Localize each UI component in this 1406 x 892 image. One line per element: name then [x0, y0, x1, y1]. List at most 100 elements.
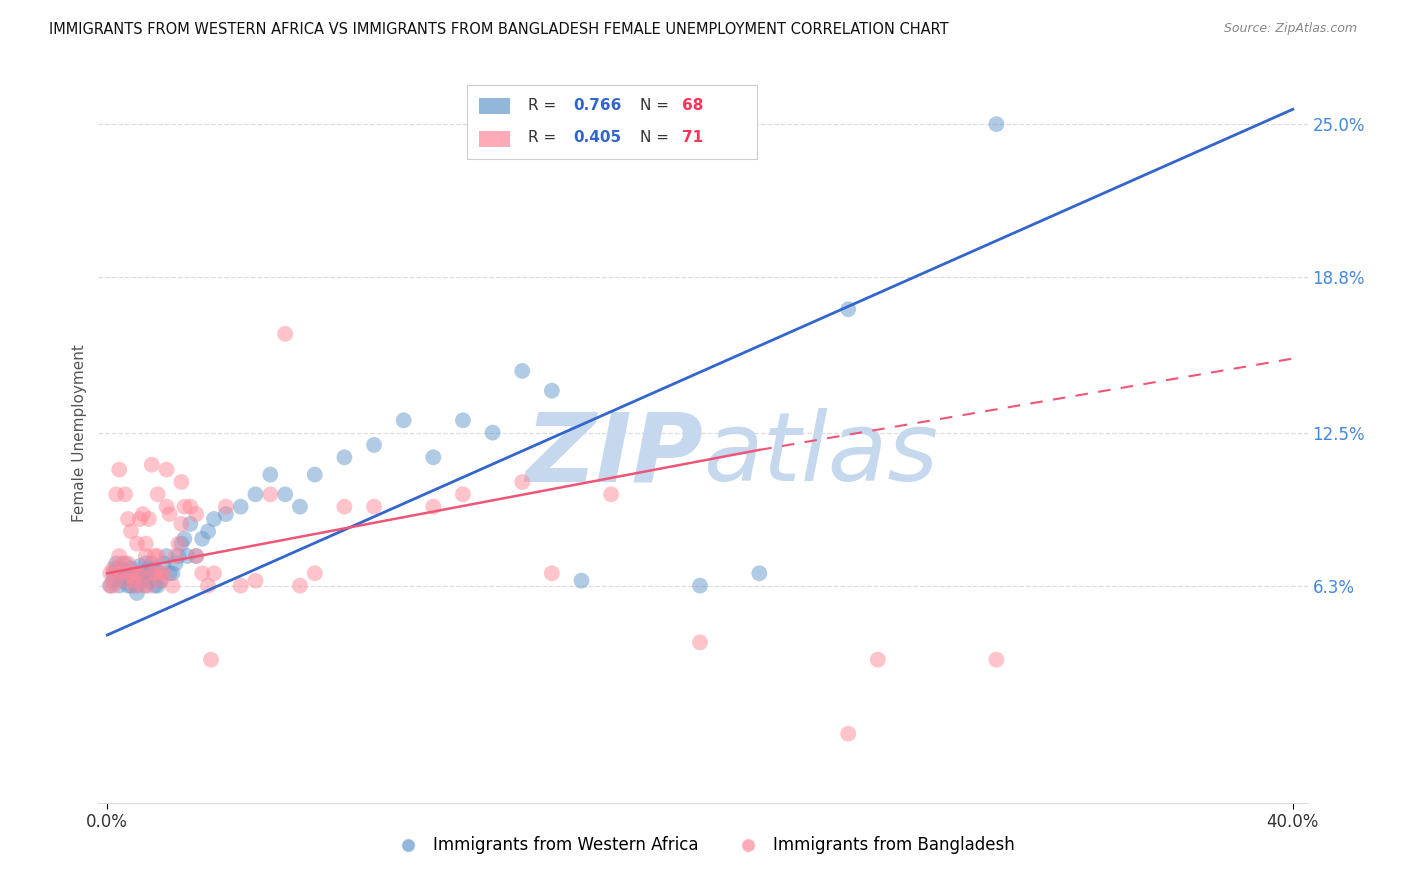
Point [117, 512, 139, 526]
Point [122, 574, 145, 588]
Point [191, 566, 214, 581]
Point [103, 566, 125, 581]
Point [304, 467, 326, 482]
Point [259, 487, 281, 501]
Point [155, 549, 177, 563]
Point [120, 579, 142, 593]
Point [215, 500, 238, 514]
Point [162, 579, 184, 593]
Point [105, 557, 128, 571]
FancyBboxPatch shape [467, 85, 758, 159]
Point [141, 458, 163, 472]
FancyBboxPatch shape [479, 98, 509, 114]
Point [103, 574, 125, 588]
Point [571, 574, 593, 588]
Point [259, 467, 281, 482]
Point [451, 487, 474, 501]
Point [129, 566, 152, 581]
Point [108, 579, 131, 593]
Point [392, 413, 415, 427]
Point [120, 524, 142, 539]
Point [122, 579, 145, 593]
Point [114, 566, 136, 581]
Text: 71: 71 [682, 130, 703, 145]
Point [159, 507, 181, 521]
Point [155, 500, 177, 514]
Point [132, 574, 155, 588]
Point [451, 413, 474, 427]
Point [129, 566, 152, 581]
Point [125, 536, 148, 550]
Point [111, 574, 134, 588]
Point [146, 549, 169, 563]
Point [274, 487, 297, 501]
Point [748, 566, 770, 581]
Point [146, 566, 169, 581]
Point [689, 579, 711, 593]
Point [111, 557, 134, 571]
Point [149, 574, 172, 588]
Point [229, 579, 252, 593]
Point [132, 579, 155, 593]
Point [117, 579, 139, 593]
Point [159, 566, 181, 581]
Point [167, 549, 190, 563]
Point [117, 557, 139, 571]
Point [186, 549, 208, 563]
Point [103, 579, 125, 593]
Point [170, 536, 193, 550]
Point [422, 450, 444, 465]
Point [155, 462, 177, 476]
Point [422, 500, 444, 514]
Point [135, 557, 157, 571]
Point [986, 653, 1008, 667]
Text: ZIP: ZIP [524, 409, 703, 501]
Point [837, 302, 859, 317]
Point [141, 557, 163, 571]
Point [125, 579, 148, 593]
Point [138, 574, 160, 588]
Text: 0.766: 0.766 [574, 98, 621, 113]
Point [103, 561, 125, 575]
Point [179, 516, 201, 531]
Point [105, 487, 128, 501]
Point [98, 579, 121, 593]
Point [120, 566, 142, 581]
Point [125, 566, 148, 581]
Point [866, 653, 889, 667]
Point [114, 487, 136, 501]
Point [197, 524, 219, 539]
Point [363, 500, 385, 514]
Point [117, 566, 139, 581]
Point [274, 326, 297, 341]
Point [132, 566, 155, 581]
Point [170, 475, 193, 489]
Point [108, 549, 131, 563]
Point [120, 561, 142, 575]
Text: N =: N = [640, 130, 673, 145]
Point [197, 579, 219, 593]
FancyBboxPatch shape [479, 130, 509, 147]
Point [129, 512, 152, 526]
Point [125, 586, 148, 600]
Point [143, 561, 166, 575]
Point [114, 574, 136, 588]
Point [135, 579, 157, 593]
Text: 0.405: 0.405 [574, 130, 621, 145]
Point [135, 536, 157, 550]
Point [540, 566, 562, 581]
Point [170, 516, 193, 531]
Point [122, 566, 145, 581]
Text: Source: ZipAtlas.com: Source: ZipAtlas.com [1223, 22, 1357, 36]
Point [108, 566, 131, 581]
Point [138, 561, 160, 575]
Point [129, 558, 152, 573]
Point [245, 574, 267, 588]
Point [510, 364, 533, 378]
Text: N =: N = [640, 98, 673, 113]
Point [114, 557, 136, 571]
Point [122, 574, 145, 588]
Point [165, 549, 187, 563]
Point [167, 536, 190, 550]
Point [481, 425, 503, 440]
